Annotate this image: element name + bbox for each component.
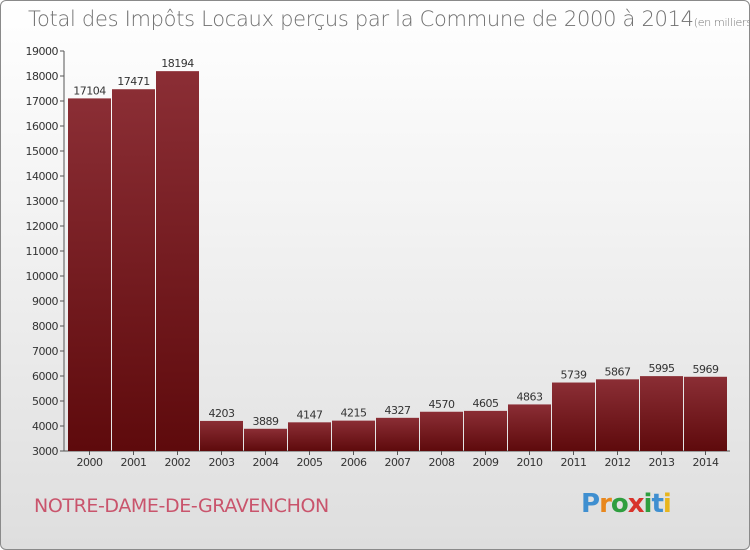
data-label: 18194 bbox=[161, 57, 194, 70]
bar-2004 bbox=[244, 428, 287, 451]
y-tick-label: 4000 bbox=[32, 420, 58, 433]
bar-2009 bbox=[464, 410, 507, 451]
chart-title: Total des Impôts Locaux perçus par la Co… bbox=[28, 7, 750, 31]
y-tick-label: 16000 bbox=[26, 120, 59, 133]
x-tick-label: 2003 bbox=[209, 456, 235, 469]
y-tick-label: 17000 bbox=[26, 95, 59, 108]
logo-letter: o bbox=[610, 489, 629, 519]
y-tick-label: 5000 bbox=[32, 395, 58, 408]
label-layer: 2000 17104 2001 17471 2002 18194 2003 4203 2004 3… bbox=[73, 57, 719, 469]
x-tick-label: 2013 bbox=[649, 456, 675, 469]
x-tick-label: 2002 bbox=[165, 456, 191, 469]
x-tick-label: 2007 bbox=[385, 456, 411, 469]
x-tick-label: 2008 bbox=[429, 456, 455, 469]
bar-2012 bbox=[596, 379, 639, 451]
logo-letter: t bbox=[651, 489, 663, 519]
bar-2003 bbox=[200, 420, 243, 451]
bar-2002 bbox=[156, 71, 199, 452]
bar-2007 bbox=[376, 417, 419, 451]
chart-title-text: Total des Impôts Locaux perçus par la Co… bbox=[28, 7, 694, 31]
bar-layer bbox=[68, 71, 727, 452]
x-tick-label: 2011 bbox=[561, 456, 587, 469]
x-tick-label: 2006 bbox=[341, 456, 367, 469]
data-label: 3889 bbox=[253, 415, 279, 428]
bar-2008 bbox=[420, 411, 463, 451]
bar-2005 bbox=[288, 422, 331, 451]
bar-2000 bbox=[68, 98, 111, 452]
axis-layer: 3000 4000 5000 6000 7000 8000 9000 10000 11000 12… bbox=[26, 45, 730, 458]
data-label: 4327 bbox=[385, 404, 411, 417]
y-tick-label: 12000 bbox=[26, 220, 59, 233]
data-label: 4215 bbox=[341, 407, 367, 420]
data-label: 4863 bbox=[517, 390, 543, 403]
y-tick-label: 10000 bbox=[26, 270, 59, 283]
bar-2006 bbox=[332, 420, 375, 451]
data-label: 4605 bbox=[473, 397, 499, 410]
data-label: 5995 bbox=[649, 362, 675, 375]
logo-letter: i bbox=[643, 489, 653, 519]
y-tick-label: 14000 bbox=[26, 170, 59, 183]
y-tick-label: 9000 bbox=[32, 295, 58, 308]
logo-letter: P bbox=[581, 489, 600, 519]
logo-letter: r bbox=[599, 489, 612, 519]
bar-2010 bbox=[508, 404, 551, 451]
x-tick-label: 2009 bbox=[473, 456, 499, 469]
y-tick-label: 3000 bbox=[32, 445, 58, 458]
y-tick-label: 6000 bbox=[32, 370, 58, 383]
logo-letter: i bbox=[662, 489, 672, 519]
data-label: 4203 bbox=[209, 407, 235, 420]
data-label: 17471 bbox=[117, 75, 150, 88]
x-tick-label: 2000 bbox=[77, 456, 103, 469]
proxiti-logo[interactable]: Proxiti bbox=[581, 489, 672, 519]
x-tick-label: 2010 bbox=[517, 456, 543, 469]
chart-unit-label: (en milliers d'€) bbox=[693, 16, 750, 29]
y-tick-label: 8000 bbox=[32, 320, 58, 333]
logo-letter: x bbox=[627, 489, 645, 519]
bar-2011 bbox=[552, 382, 595, 451]
x-tick-label: 2005 bbox=[297, 456, 323, 469]
x-tick-label: 2014 bbox=[693, 456, 719, 469]
y-tick-label: 19000 bbox=[26, 45, 59, 58]
y-tick-label: 15000 bbox=[26, 145, 59, 158]
x-tick-label: 2004 bbox=[253, 456, 279, 469]
bar-2001 bbox=[112, 89, 155, 451]
y-tick-label: 11000 bbox=[26, 245, 59, 258]
data-label: 5969 bbox=[693, 363, 719, 376]
y-tick-label: 18000 bbox=[26, 70, 59, 83]
x-tick-label: 2012 bbox=[605, 456, 631, 469]
commune-name: NOTRE-DAME-DE-GRAVENCHON bbox=[34, 495, 329, 517]
y-tick-label: 13000 bbox=[26, 195, 59, 208]
data-label: 5867 bbox=[605, 365, 631, 378]
y-tick-label: 7000 bbox=[32, 345, 58, 358]
x-tick-label: 2001 bbox=[121, 456, 147, 469]
data-label: 4147 bbox=[297, 408, 323, 421]
bar-2013 bbox=[640, 376, 683, 451]
data-label: 5739 bbox=[561, 369, 587, 382]
data-label: 4570 bbox=[429, 398, 455, 411]
bar-2014 bbox=[684, 376, 727, 451]
data-label: 17104 bbox=[73, 84, 106, 97]
